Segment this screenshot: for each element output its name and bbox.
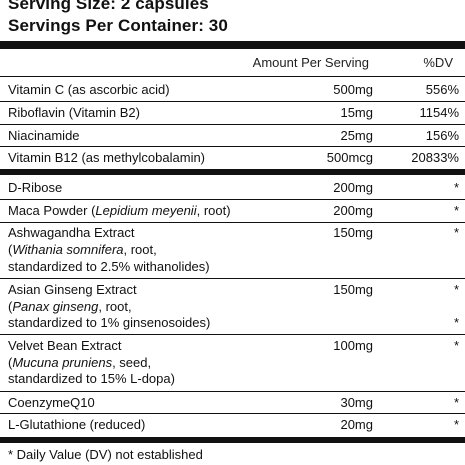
thick-divider [0, 41, 465, 49]
ingredient-dv: * [453, 282, 459, 297]
dv-column-header: %DV [423, 55, 453, 70]
ingredient-amount: 200mg [333, 203, 373, 218]
ingredient-source: (Panax ginseng, root, [8, 299, 132, 314]
divider [0, 76, 465, 77]
ingredient-standardization: standardized to 2.5% withanolides) [8, 259, 210, 274]
nutrient-name: Niacinamide [8, 128, 80, 143]
ingredient-standardization: standardized to 15% L-dopa) [8, 371, 175, 386]
ingredient-name: CoenzymeQ10 [8, 395, 95, 410]
nutrient-name: Vitamin B12 (as methylcobalamin) [8, 150, 206, 165]
ingredient-dv: * [453, 203, 459, 218]
nutrient-dv: 156% [425, 128, 459, 143]
divider [0, 413, 465, 414]
divider [0, 334, 465, 335]
ingredient-dv-secondary: * [453, 315, 459, 330]
divider [0, 278, 465, 279]
serving-size: Serving Size: 2 capsules [8, 0, 209, 13]
ingredient-source: (Withania somnifera, root, [8, 242, 157, 257]
ingredient-name: Velvet Bean Extract [8, 338, 122, 353]
ingredient-amount: 20mg [340, 417, 373, 432]
divider [0, 391, 465, 392]
ingredient-dv: * [453, 395, 459, 410]
ingredient-dv: * [453, 225, 459, 240]
ingredient-standardization: standardized to 1% ginsenosoides) [8, 315, 211, 330]
thick-divider [0, 437, 465, 443]
ingredient-dv: * [453, 180, 459, 195]
amount-column-header: Amount Per Serving [252, 55, 369, 70]
ingredient-amount: 30mg [340, 395, 373, 410]
divider [0, 146, 465, 147]
ingredient-name: Maca Powder (Lepidium meyenii, root) [8, 203, 231, 218]
thick-divider [0, 169, 465, 175]
nutrient-dv: 556% [425, 82, 459, 97]
nutrient-amount: 500mg [333, 82, 373, 97]
ingredient-name: Ashwagandha Extract [8, 225, 135, 240]
servings-per-container: Servings Per Container: 30 [8, 16, 228, 35]
nutrient-amount: 500mcg [326, 150, 373, 165]
divider [0, 222, 465, 223]
nutrient-name: Vitamin C (as ascorbic acid) [8, 82, 170, 97]
ingredient-name: Asian Ginseng Extract [8, 282, 137, 297]
divider [0, 124, 465, 125]
divider [0, 199, 465, 200]
ingredient-name: L-Glutathione (reduced) [8, 417, 146, 432]
nutrient-dv: 1154% [419, 105, 459, 120]
nutrient-dv: 20833% [411, 150, 459, 165]
nutrient-amount: 15mg [340, 105, 373, 120]
divider [0, 101, 465, 102]
ingredient-amount: 100mg [333, 338, 373, 353]
ingredient-source: (Mucuna pruniens, seed, [8, 355, 152, 370]
ingredient-dv: * [453, 417, 459, 432]
footnote: * Daily Value (DV) not established [8, 447, 203, 462]
nutrient-name: Riboflavin (Vitamin B2) [8, 105, 140, 120]
ingredient-dv: * [453, 338, 459, 353]
ingredient-amount: 150mg [333, 282, 373, 297]
ingredient-amount: 150mg [333, 225, 373, 240]
ingredient-amount: 200mg [333, 180, 373, 195]
ingredient-name: D-Ribose [8, 180, 63, 195]
nutrient-amount: 25mg [340, 128, 373, 143]
